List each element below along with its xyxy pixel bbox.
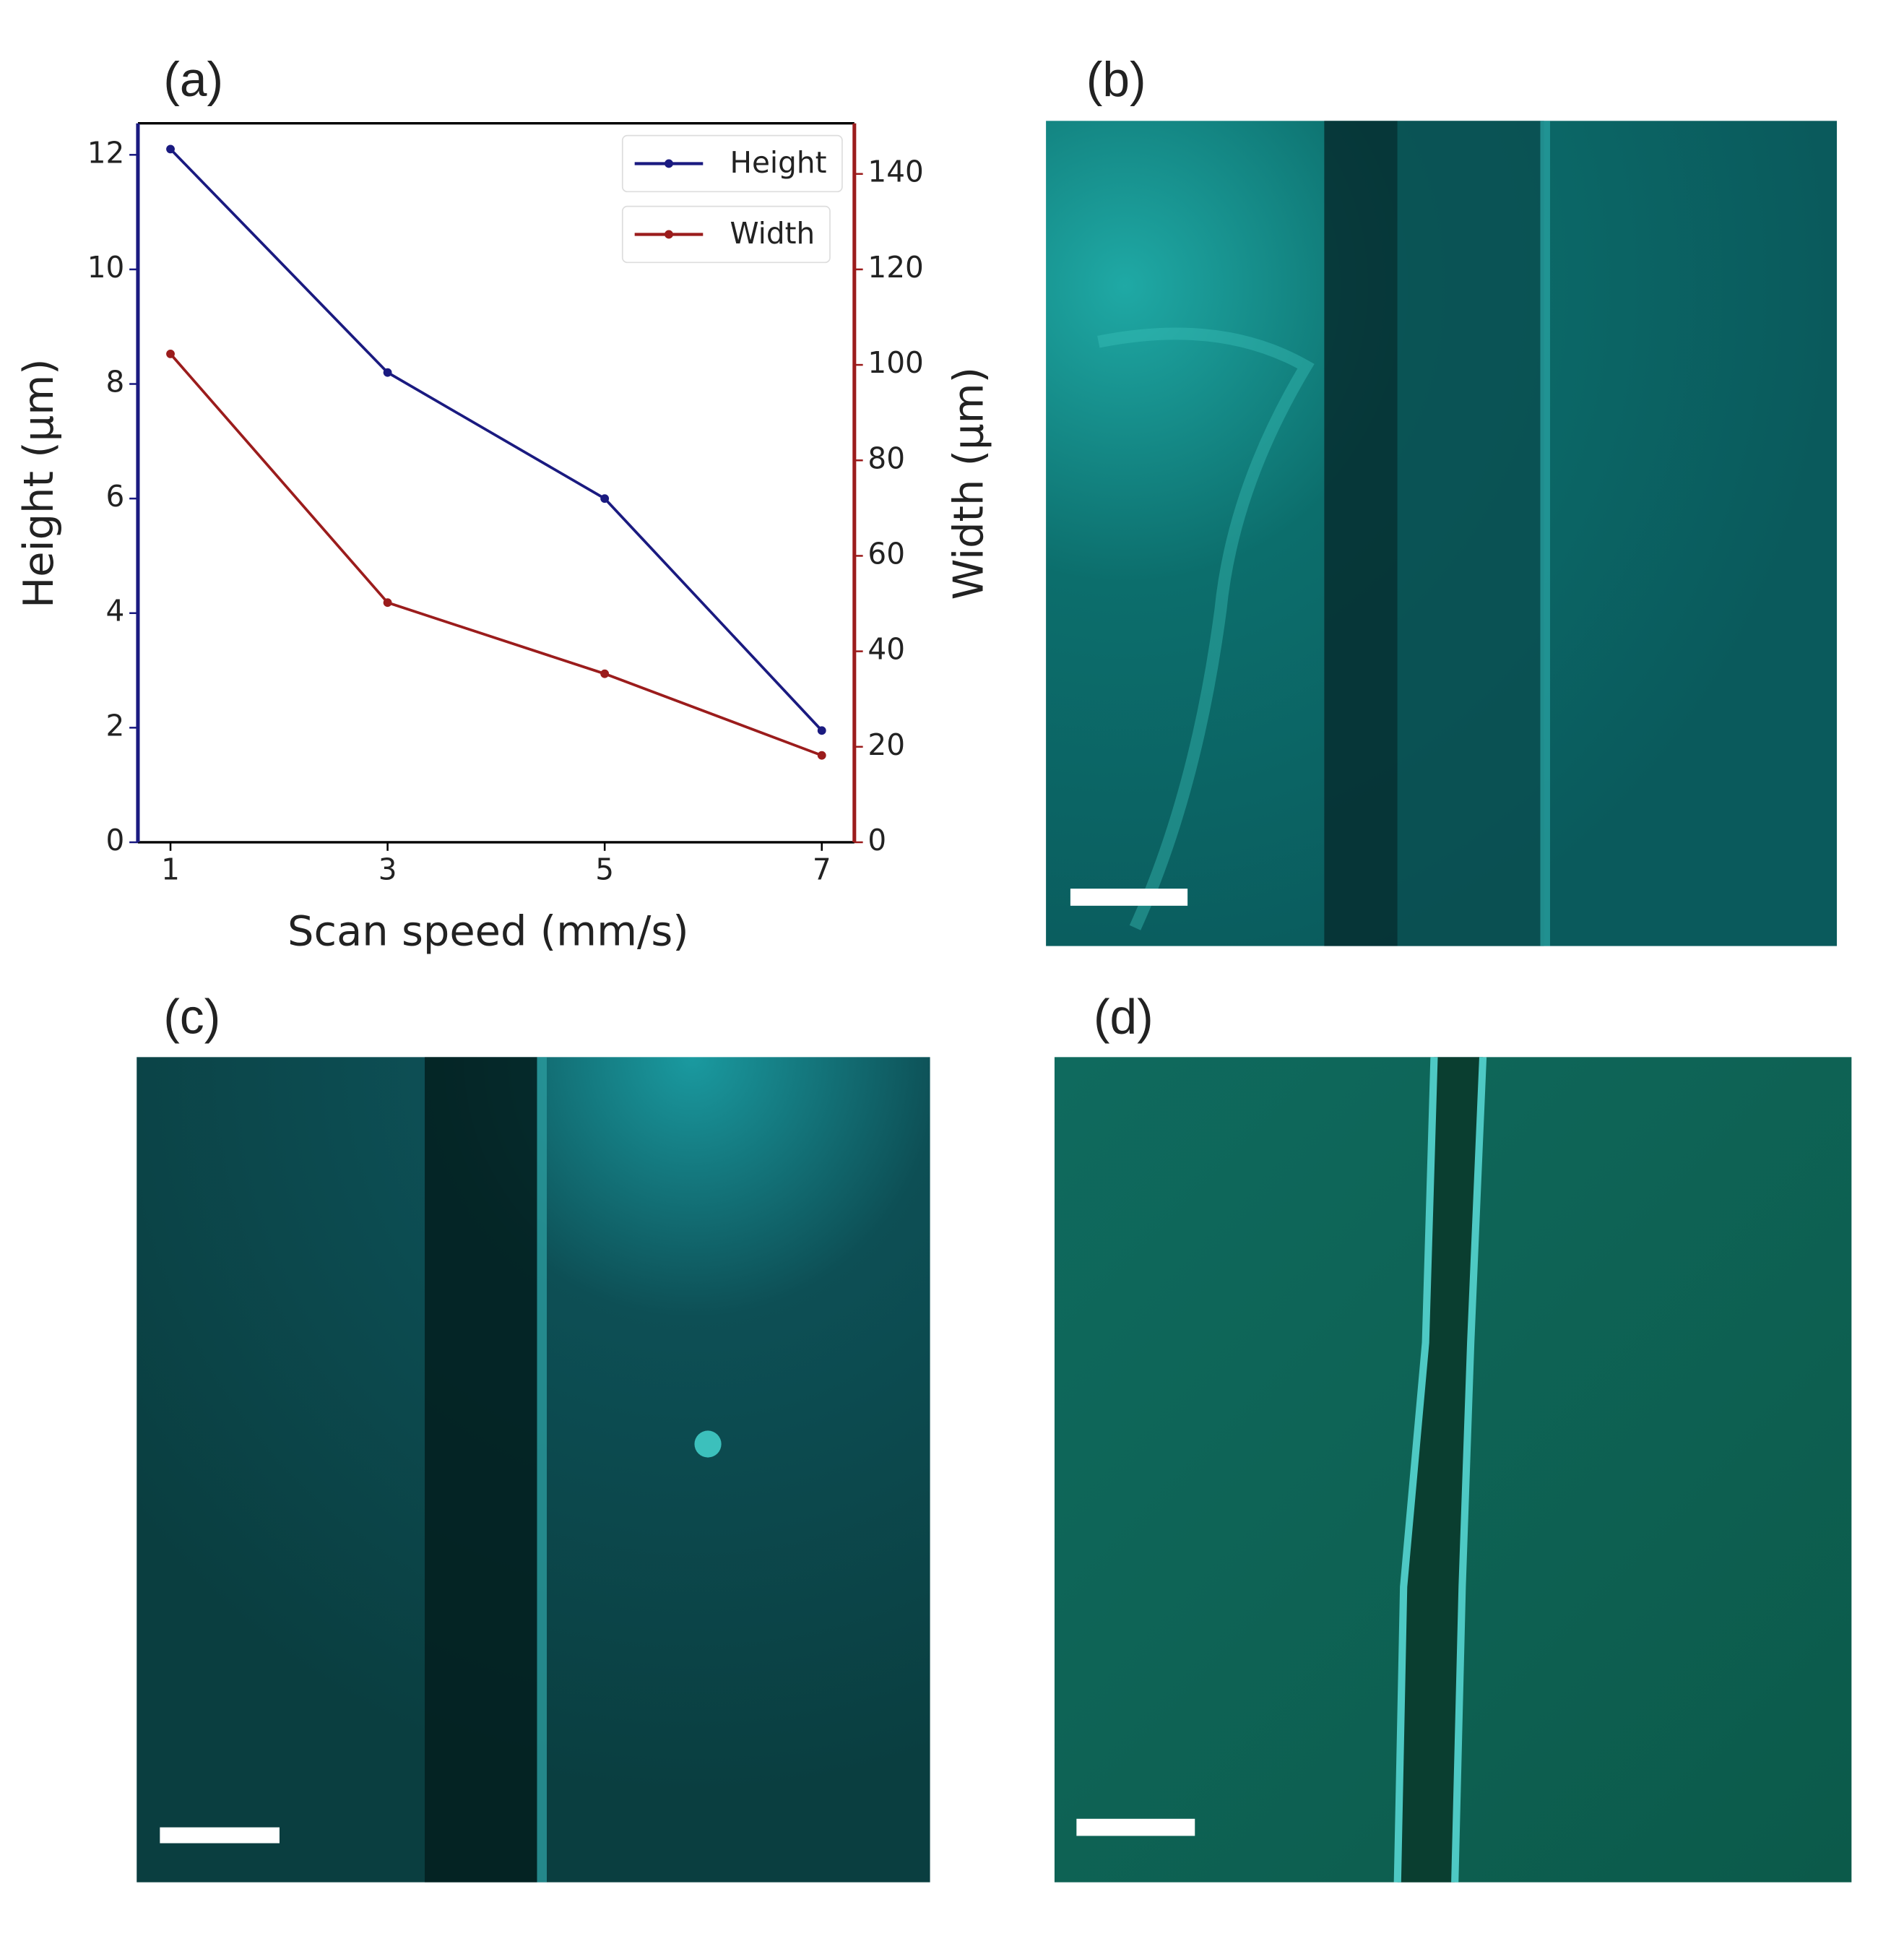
- y2-tick-label: 100: [867, 345, 923, 380]
- data-point: [600, 669, 610, 678]
- x-tick-label: 7: [813, 852, 831, 887]
- y2-tick-label: 60: [867, 536, 905, 571]
- data-point: [600, 494, 610, 504]
- y2-tick-label: 140: [867, 155, 923, 189]
- y2-axis-label: Width (µm): [945, 367, 993, 600]
- y-tick-label: 4: [106, 594, 125, 628]
- data-point: [383, 598, 392, 608]
- micrograph-c: [137, 1057, 930, 1883]
- x-tick-label: 1: [161, 852, 180, 887]
- y2-tick-label: 80: [867, 441, 905, 475]
- y2-tick-label: 0: [867, 823, 886, 857]
- legend-box: [621, 205, 831, 264]
- y-axis-label: Height (µm): [14, 358, 63, 608]
- panel-label: (d): [1094, 990, 1154, 1045]
- data-point: [383, 368, 392, 377]
- legend-label: Width: [730, 216, 815, 251]
- x-tick-label: 5: [595, 852, 614, 887]
- x-tick-label: 3: [378, 852, 397, 887]
- y-tick-label: 8: [106, 365, 125, 399]
- data-point: [817, 751, 826, 760]
- y-tick-label: 0: [106, 823, 125, 857]
- y-tick-label: 6: [106, 479, 125, 514]
- legend-marker: [665, 159, 673, 168]
- data-point: [817, 726, 826, 735]
- y-tick-label: 2: [106, 708, 125, 743]
- y-tick-label: 10: [87, 250, 125, 285]
- legend-box: [621, 134, 843, 193]
- data-point: [166, 144, 175, 154]
- y-tick-label: 12: [87, 135, 125, 170]
- panel-label: (c): [163, 990, 220, 1045]
- micrograph-d: [1054, 1057, 1852, 1883]
- series-line: [169, 353, 823, 757]
- data-point: [166, 349, 175, 358]
- panel-label: (a): [163, 53, 223, 107]
- y2-tick-label: 120: [867, 250, 923, 285]
- micrograph-b: [1046, 121, 1838, 946]
- panel-label: (b): [1086, 53, 1146, 107]
- legend-marker: [665, 230, 673, 239]
- x-axis-label: Scan speed (mm/s): [287, 907, 689, 955]
- y2-tick-label: 20: [867, 727, 905, 762]
- series-line: [169, 148, 823, 732]
- y2-tick-label: 40: [867, 632, 905, 667]
- legend-label: Height: [730, 145, 826, 180]
